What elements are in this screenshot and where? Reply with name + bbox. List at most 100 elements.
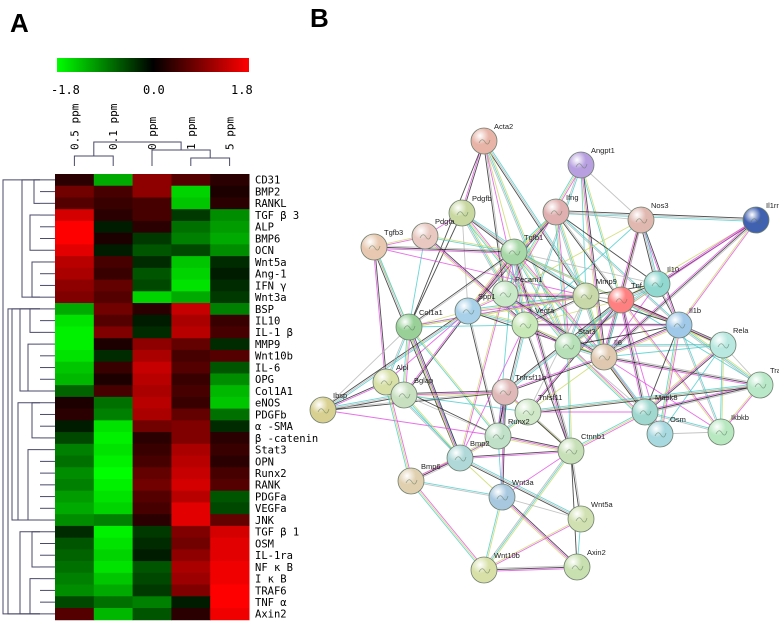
heatmap-cell	[132, 608, 172, 621]
network-node-structure	[499, 390, 512, 396]
heatmap-cell	[55, 256, 95, 269]
network-node-label: Ctnnb1	[581, 432, 605, 441]
heatmap-cell	[210, 467, 250, 480]
network-edge	[408, 324, 526, 328]
network-edge	[483, 140, 515, 253]
heatmap-cell	[132, 408, 172, 421]
network-node: Col1a1	[395, 308, 443, 341]
network-edge	[656, 219, 756, 284]
heatmap-cell	[55, 338, 95, 351]
row-label: Runx2	[255, 468, 287, 480]
network-edge	[527, 356, 605, 413]
heatmap-cell	[210, 549, 250, 562]
network-edge	[502, 495, 579, 567]
heatmap-cell	[55, 232, 95, 245]
network-edge	[679, 324, 723, 432]
network-edge	[408, 327, 498, 437]
row-dendrogram-branch	[31, 531, 40, 568]
network-node: Ikbkb	[707, 413, 749, 446]
heatmap-cell	[210, 443, 250, 457]
network-node-label: Bglap	[414, 376, 433, 385]
heatmap-cell	[132, 338, 172, 351]
network-edge	[408, 235, 426, 328]
network-node-structure	[615, 298, 628, 304]
network-edge	[581, 164, 623, 300]
network-edge	[372, 247, 460, 459]
network-edge	[411, 479, 503, 497]
network-edge	[403, 390, 505, 395]
heatmap-cell	[55, 267, 95, 281]
heatmap-cell	[93, 185, 134, 198]
heatmap-cell	[210, 608, 250, 621]
network-edge	[385, 310, 469, 383]
heatmap-cell	[93, 232, 134, 245]
network-edge	[525, 324, 573, 451]
heatmap-cell	[55, 608, 95, 621]
heatmap-cell	[132, 467, 172, 480]
network-node-structure	[754, 383, 767, 389]
network-edge	[374, 246, 388, 382]
heatmap-cell	[55, 361, 95, 374]
network-edge	[580, 164, 642, 221]
heatmap-cell	[55, 291, 95, 304]
network-edge	[459, 449, 571, 458]
heatmap-cell	[171, 209, 211, 222]
network-node-label: Osm	[670, 415, 686, 424]
network-edge	[570, 410, 645, 451]
network-node: Spp1	[454, 292, 496, 325]
network-edge	[483, 565, 577, 570]
network-node: Axin2	[563, 548, 606, 581]
network-node-structure	[571, 565, 584, 571]
network-edge	[556, 211, 570, 346]
heatmap-cell	[210, 326, 250, 339]
heatmap-cell	[132, 596, 172, 609]
network-edge	[555, 212, 679, 326]
network-edge	[513, 252, 621, 302]
heatmap-cell	[93, 244, 134, 257]
network-edge	[403, 391, 506, 396]
network-edge	[603, 357, 760, 387]
network-edge	[372, 247, 386, 383]
network-node-label: Mmp9	[596, 277, 617, 286]
heatmap-cell	[93, 572, 134, 586]
heatmap-cell	[210, 338, 250, 351]
network-node-structure	[635, 218, 648, 224]
network-node: Pdgfa	[411, 217, 455, 250]
heatmap-cell	[55, 455, 95, 468]
heatmap-cell	[93, 455, 134, 468]
network-node: Acta2	[470, 122, 513, 155]
heatmap-cell	[93, 561, 134, 574]
network-edge	[567, 283, 658, 347]
network-edge	[483, 566, 578, 571]
heatmap-cell	[132, 220, 172, 234]
row-label: Col1A1	[255, 386, 293, 398]
heatmap-cell	[210, 256, 250, 269]
network-edge	[513, 251, 572, 452]
network-node-label: Tgfb1	[524, 233, 543, 242]
heatmap-cell	[132, 209, 172, 222]
network-edge	[567, 343, 723, 346]
network-node: Stat3	[554, 327, 596, 360]
heatmap-cell	[55, 396, 95, 410]
heatmap-cell	[132, 584, 172, 597]
heatmap-cell	[55, 244, 95, 257]
row-dendrogram-branch	[31, 261, 40, 298]
heatmap-cell	[132, 256, 172, 269]
heatmap-cell	[93, 478, 134, 492]
network-node-label: Pecam1	[515, 275, 543, 284]
network-node-structure	[462, 309, 475, 315]
network-edge	[501, 496, 578, 568]
network-edge	[403, 395, 460, 459]
heatmap-cell	[210, 373, 250, 386]
heatmap-cell	[93, 596, 134, 609]
row-label: IL-1 β	[255, 327, 293, 339]
heatmap-cell	[132, 349, 172, 363]
network-edge	[374, 245, 515, 252]
network-edge	[484, 567, 578, 572]
network-node: Tnfsf11	[514, 393, 562, 426]
network-edge	[501, 496, 582, 520]
row-dendrogram-branch	[29, 578, 40, 615]
network-node-structure	[651, 282, 664, 288]
network-node-label: Acta2	[494, 122, 513, 131]
heatmap-cell	[93, 537, 134, 550]
